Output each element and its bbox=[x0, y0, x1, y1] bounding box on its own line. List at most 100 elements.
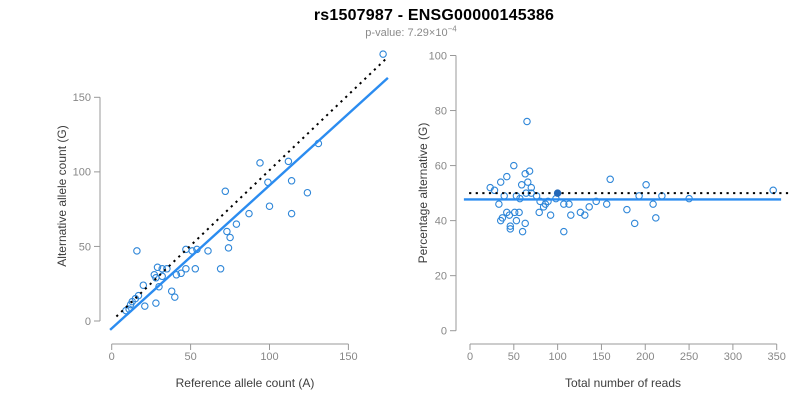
data-point bbox=[546, 211, 555, 219]
data-point bbox=[521, 219, 529, 228]
y-axis-label-counts: Alternative allele count (G) bbox=[55, 125, 69, 266]
x-axis-label-reads: Total number of reads bbox=[565, 376, 681, 390]
x-axis-label-counts: Reference allele count (A) bbox=[176, 376, 315, 390]
p-value-text: p-value: 7.29×10 bbox=[365, 27, 448, 39]
y-tick-label: 150 bbox=[73, 92, 91, 104]
data-point bbox=[158, 272, 166, 281]
data-point bbox=[216, 265, 225, 273]
data-point bbox=[379, 50, 387, 58]
data-point bbox=[245, 209, 253, 218]
x-tick-label: 50 bbox=[508, 351, 520, 363]
data-point bbox=[642, 181, 650, 189]
data-point bbox=[232, 220, 241, 228]
data-point bbox=[284, 157, 293, 166]
data-point bbox=[226, 233, 234, 242]
marks-right-plot bbox=[463, 117, 789, 236]
data-point bbox=[565, 200, 573, 208]
data-point bbox=[581, 211, 589, 219]
data-point bbox=[525, 167, 534, 175]
x-tick-label: 200 bbox=[636, 351, 654, 363]
data-point bbox=[221, 187, 230, 196]
data-point bbox=[524, 178, 532, 186]
data-point bbox=[172, 271, 181, 279]
x-tick-label: 150 bbox=[339, 351, 357, 363]
data-point bbox=[630, 219, 639, 228]
y-axis-label-percentage: Percentage alternative (G) bbox=[416, 123, 430, 264]
data-point bbox=[224, 244, 233, 252]
data-point bbox=[171, 293, 179, 301]
data-point bbox=[182, 265, 190, 273]
data-point bbox=[585, 203, 593, 211]
data-point bbox=[256, 159, 264, 167]
data-point bbox=[498, 214, 507, 222]
x-tick-label: 0 bbox=[109, 351, 115, 363]
data-point bbox=[523, 117, 531, 126]
x-tick-label: 250 bbox=[680, 351, 698, 363]
data-point bbox=[652, 214, 660, 222]
data-point bbox=[163, 265, 171, 273]
data-point bbox=[496, 178, 505, 186]
data-point bbox=[510, 161, 518, 170]
data-point bbox=[177, 269, 185, 278]
axes-right-plot: 0 50 100 150 200 250 300 350 0 20 40 60 80 100 bbox=[429, 50, 786, 363]
data-point bbox=[155, 282, 163, 291]
data-point bbox=[287, 177, 296, 185]
y-tick-label: 100 bbox=[429, 50, 447, 62]
data-point bbox=[510, 208, 519, 217]
identity-line bbox=[115, 57, 387, 318]
data-point bbox=[649, 200, 657, 208]
data-point bbox=[133, 247, 141, 255]
data-point bbox=[191, 265, 200, 273]
y-tick-label: 20 bbox=[435, 271, 447, 283]
data-point bbox=[518, 227, 527, 236]
data-point bbox=[560, 227, 568, 236]
x-tick-label: 0 bbox=[467, 351, 473, 363]
y-tick-label: 0 bbox=[85, 316, 91, 328]
y-tick-label: 40 bbox=[435, 215, 447, 227]
data-point bbox=[495, 200, 503, 208]
x-tick-label: 300 bbox=[724, 351, 742, 363]
data-point bbox=[152, 299, 160, 307]
figure-subtitle: p-value: 7.29×10−4 bbox=[365, 24, 457, 39]
y-tick-label: 100 bbox=[73, 167, 91, 179]
data-point bbox=[134, 291, 143, 300]
marks-left-plot bbox=[109, 50, 389, 331]
y-tick-label: 80 bbox=[435, 105, 447, 117]
data-point bbox=[287, 209, 296, 218]
y-tick-label: 60 bbox=[435, 160, 447, 172]
scatter-plot-percentage: 0 50 100 150 200 250 300 350 0 20 40 60 80 100 Total … bbox=[416, 50, 789, 390]
data-point bbox=[223, 227, 231, 236]
data-point bbox=[527, 183, 536, 192]
highlight-point bbox=[553, 189, 562, 197]
data-point bbox=[139, 281, 148, 289]
x-tick-label: 150 bbox=[592, 351, 610, 363]
data-point bbox=[503, 172, 511, 181]
data-point bbox=[512, 216, 521, 225]
x-tick-label: 100 bbox=[260, 351, 278, 363]
y-tick-label: 50 bbox=[79, 241, 91, 253]
data-point bbox=[153, 263, 162, 272]
data-point bbox=[602, 200, 611, 208]
x-tick-label: 50 bbox=[184, 351, 196, 363]
data-point bbox=[606, 175, 614, 184]
fit-line bbox=[109, 77, 389, 331]
data-point bbox=[560, 200, 568, 208]
scatter-plot-counts: 0 50 100 150 0 50 100 150 Reference allele coun… bbox=[55, 50, 389, 390]
x-tick-label: 100 bbox=[548, 351, 566, 363]
y-tick-label: 0 bbox=[441, 326, 447, 338]
p-value-exponent: −4 bbox=[447, 24, 457, 34]
axes-left-plot: 0 50 100 150 0 50 100 150 bbox=[73, 92, 358, 363]
data-point bbox=[204, 247, 212, 255]
data-point bbox=[623, 205, 631, 214]
data-point bbox=[490, 186, 499, 195]
data-point bbox=[303, 188, 312, 197]
x-tick-label: 350 bbox=[768, 351, 786, 363]
data-point bbox=[167, 287, 176, 295]
data-point bbox=[515, 208, 523, 217]
figure-title: rs1507987 - ENSG00000145386 bbox=[313, 7, 555, 24]
data-point bbox=[517, 181, 526, 189]
data-point bbox=[506, 225, 515, 233]
data-point bbox=[265, 202, 274, 210]
